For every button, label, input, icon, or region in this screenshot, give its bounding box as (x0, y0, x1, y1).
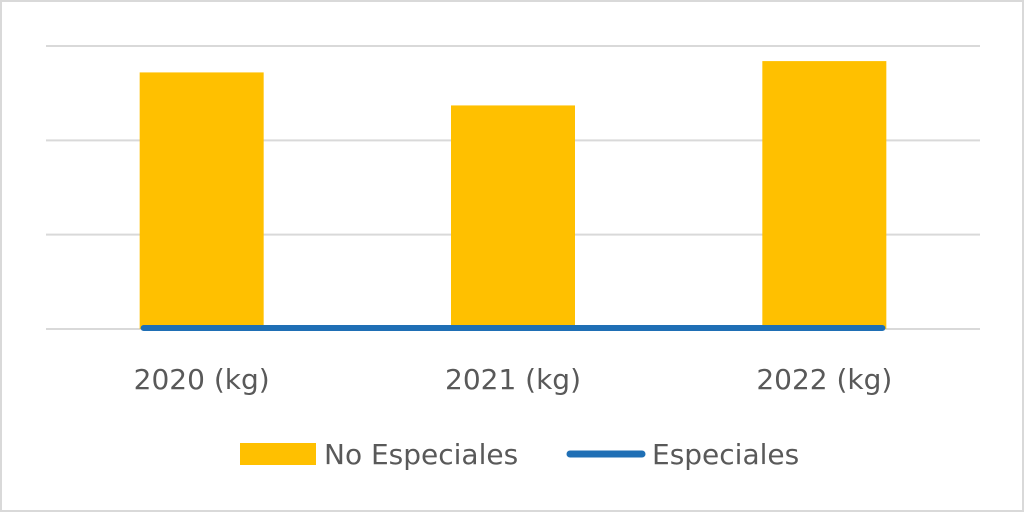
x-tick-label: 2022 (kg) (756, 363, 892, 396)
x-tick-labels: 2020 (kg) 2021 (kg) 2022 (kg) (134, 363, 893, 396)
x-tick-label: 2021 (kg) (445, 363, 581, 396)
legend-swatch-no-especiales (240, 443, 316, 465)
bar (139, 72, 264, 329)
legend: No Especiales Especiales (240, 438, 799, 471)
x-tick-label: 2020 (kg) (134, 363, 270, 396)
legend-label-especiales: Especiales (652, 438, 799, 471)
bar (451, 105, 575, 330)
bar (762, 61, 887, 330)
legend-label-no-especiales: No Especiales (324, 438, 518, 471)
bar-series (139, 61, 887, 330)
